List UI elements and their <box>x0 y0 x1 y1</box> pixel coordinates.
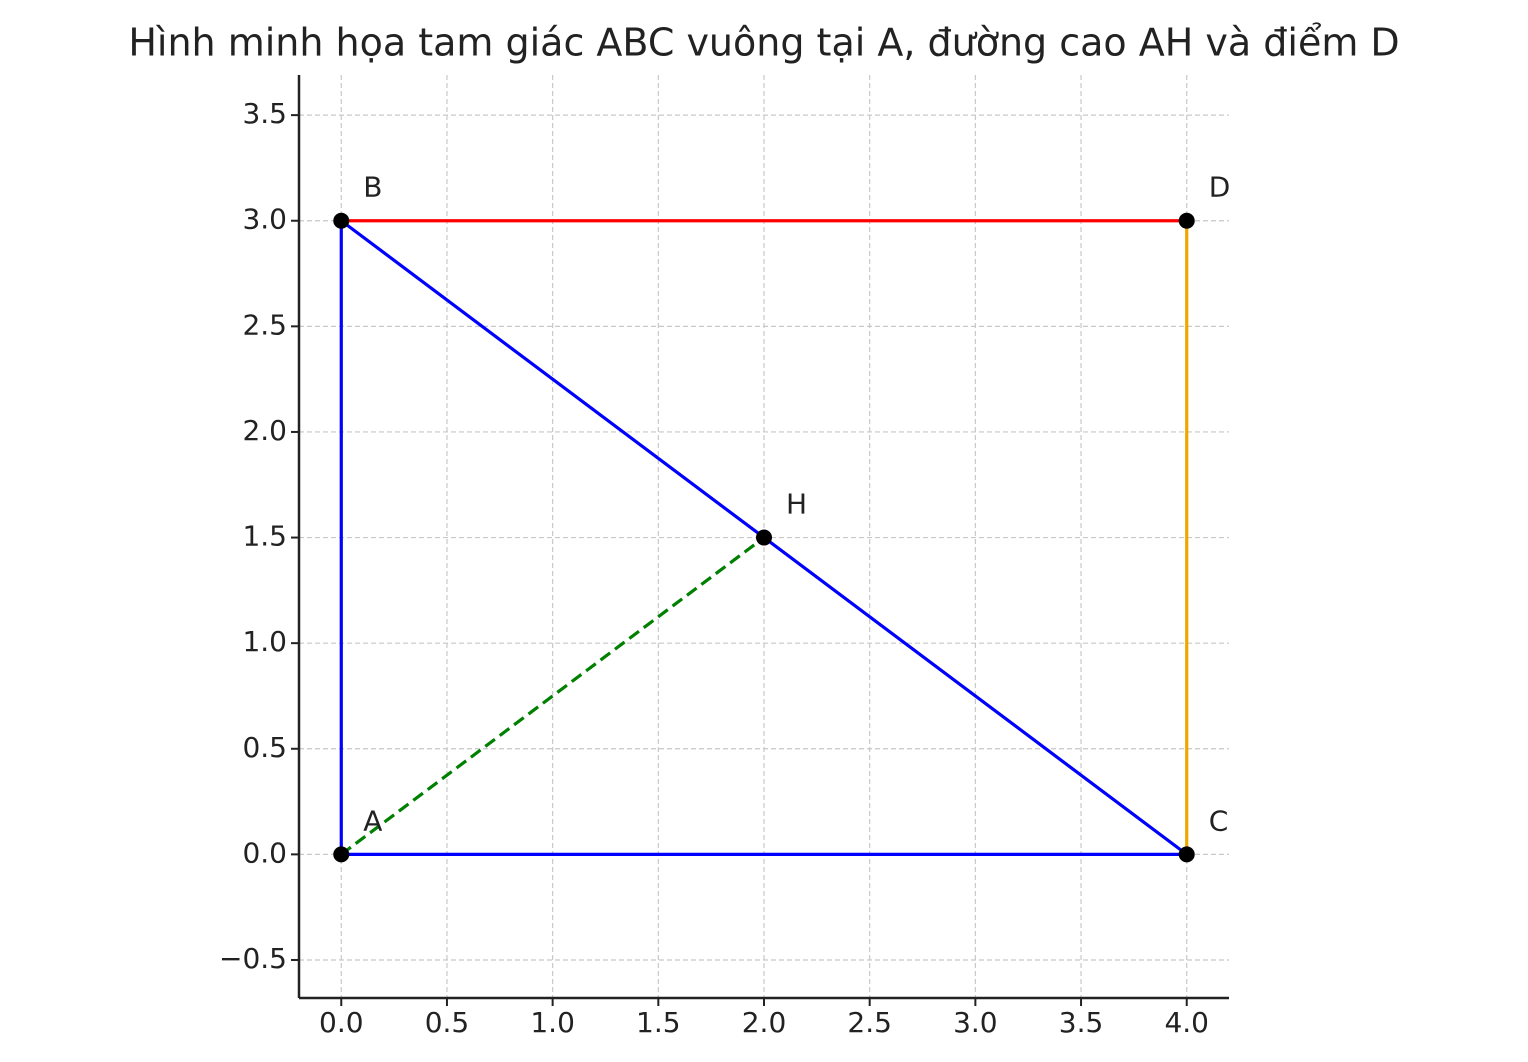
y-tick-label: 0.0 <box>242 836 287 869</box>
point <box>756 529 772 546</box>
point-label: H <box>786 488 807 521</box>
segment <box>340 536 765 856</box>
x-tick-label: 0.5 <box>425 1006 470 1039</box>
y-tick-label: 0.5 <box>242 731 287 764</box>
x-tick-label: 1.0 <box>530 1006 575 1039</box>
point-label: D <box>1209 171 1231 204</box>
y-tick-label: 1.5 <box>242 520 287 553</box>
x-tick-label: 3.5 <box>1059 1006 1104 1039</box>
point <box>333 212 350 229</box>
y-tick-label: 2.5 <box>242 308 287 341</box>
point-label: B <box>363 171 382 204</box>
y-tick-label: 3.0 <box>242 203 287 236</box>
point-label: C <box>1209 804 1229 837</box>
y-tick-label: 1.0 <box>242 625 287 658</box>
x-tick-label: 4.0 <box>1164 1006 1209 1039</box>
y-tick-label: 2.0 <box>242 414 287 447</box>
x-tick-label: 2.5 <box>847 1006 892 1039</box>
x-tick-label: 1.5 <box>636 1006 681 1039</box>
x-tick-label: 0.0 <box>319 1006 364 1039</box>
x-tick-label: 2.0 <box>742 1006 787 1039</box>
chart-title: Hình minh họa tam giác ABC vuông tại A, … <box>128 21 1399 65</box>
point <box>333 846 350 863</box>
y-tick-label: 3.5 <box>242 97 287 130</box>
point-label: A <box>363 804 382 837</box>
y-tick-label: −0.5 <box>219 942 287 975</box>
point <box>1178 846 1195 863</box>
point <box>1178 212 1195 229</box>
x-tick-label: 3.0 <box>953 1006 998 1039</box>
